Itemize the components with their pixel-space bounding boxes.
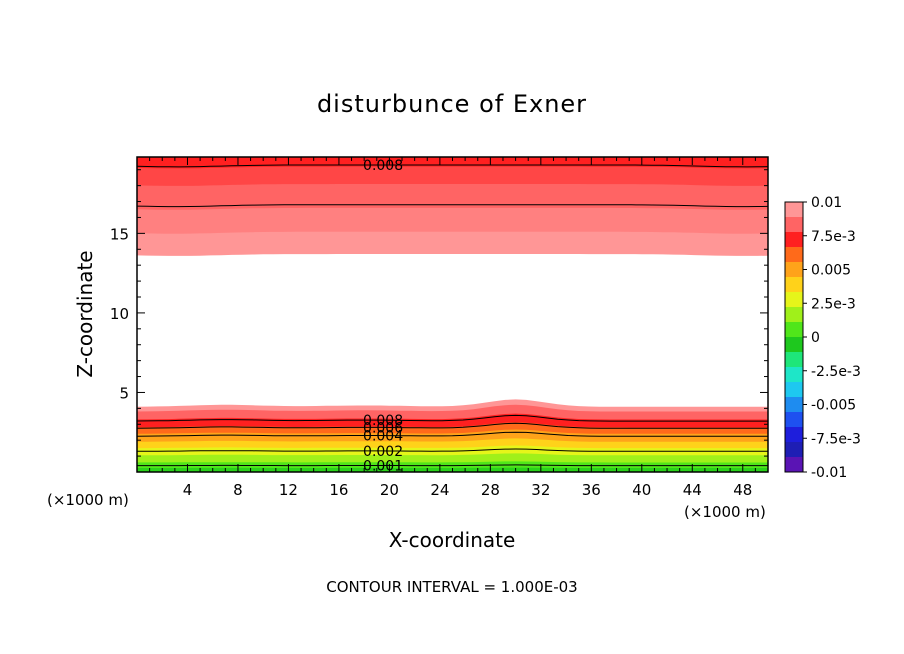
- x-tick-label: 28: [481, 481, 500, 499]
- colorbar-swatch: [785, 307, 803, 323]
- colorbar-swatch: [785, 247, 803, 263]
- lower-contour-2: [136, 431, 768, 437]
- x-tick-label: 16: [329, 481, 348, 499]
- colorbar-swatch: [785, 442, 803, 458]
- lower-contour-label-1: 0.006: [363, 420, 403, 436]
- y-ticks: 5 10 15: [110, 169, 768, 457]
- upper-contour-label-1: 0.008: [363, 158, 403, 174]
- x-tick-label: 36: [582, 481, 601, 499]
- colorbar-swatch: [785, 457, 803, 473]
- colorbar-swatch: [785, 262, 803, 278]
- colorbar-label: 0: [811, 330, 820, 346]
- colorbar-label: 2.5e-3: [811, 296, 856, 312]
- colorbar-swatch: [785, 232, 803, 248]
- colorbar-swatch: [785, 217, 803, 233]
- x-unit-left: (×1000 m): [47, 491, 129, 509]
- colorbar-swatch: [785, 277, 803, 293]
- x-tick-label: 44: [683, 481, 702, 499]
- x-axis-label: X-coordinate: [389, 528, 516, 552]
- upper-contour-0: [136, 204, 769, 208]
- colorbar-swatch: [785, 322, 803, 338]
- lower-contour-label-2: 0.004: [363, 429, 403, 445]
- lower-contour-0: [136, 414, 768, 422]
- x-tick-label: 32: [531, 481, 550, 499]
- lower-contour-1: [136, 422, 768, 429]
- contour-interval-note: CONTOUR INTERVAL = 1.000E-03: [326, 578, 577, 596]
- colorbar-swatch: [785, 337, 803, 353]
- colorbar-swatch: [785, 412, 803, 428]
- lower-contour-4: [137, 464, 768, 467]
- y-tick-label: 5: [119, 384, 129, 402]
- y-axis-label: Z-coordinate: [73, 250, 97, 377]
- x-unit-right: (×1000 m): [684, 503, 766, 521]
- colorbar-swatch: [785, 202, 803, 218]
- colorbar-label: -0.005: [811, 398, 856, 414]
- x-tick-label: 24: [430, 481, 449, 499]
- y-tick-label: 10: [110, 305, 129, 323]
- colorbar-swatch: [785, 382, 803, 398]
- colorbar-swatch: [785, 352, 803, 368]
- x-tick-label: 8: [233, 481, 243, 499]
- colorbar-label: 0.01: [811, 195, 842, 211]
- lower-contour-label-0: 0.008: [363, 413, 403, 429]
- lower-contour-3: [137, 448, 768, 452]
- chart-title: disturbunce of Exner: [317, 90, 587, 118]
- upper-contour-1: [136, 164, 769, 168]
- x-tick-label: 4: [183, 481, 193, 499]
- upper-fill-band-4: [137, 157, 768, 169]
- x-tick-label: 48: [733, 481, 752, 499]
- lower-contour-label-4: 0.001: [363, 459, 403, 475]
- contour-lines: [136, 164, 769, 467]
- colorbar-swatch: [785, 397, 803, 413]
- x-tick-label: 40: [632, 481, 651, 499]
- y-tick-label: 15: [110, 225, 129, 243]
- colorbar-label: 0.005: [811, 263, 851, 279]
- colorbar-label: -0.01: [811, 465, 847, 481]
- x-tick-label: 20: [380, 481, 399, 499]
- colorbar-swatch: [785, 292, 803, 308]
- x-ticks: 4 8 12 16 20 24 28 32 36 40 44 48: [149, 157, 756, 499]
- x-tick-label: 12: [279, 481, 298, 499]
- colorbar-swatch: [785, 367, 803, 383]
- lower-contour-label-3: 0.002: [363, 444, 403, 460]
- colorbar-swatch: [785, 427, 803, 443]
- colorbar-label: -2.5e-3: [811, 364, 861, 380]
- colorbar-label: 7.5e-3: [811, 229, 856, 245]
- colorbar-label: -7.5e-3: [811, 431, 861, 447]
- colorbar: 0.01 7.5e-3 0.005 2.5e-3 0 -2.5e-3 -0.005 -7.5e…: [784, 195, 861, 481]
